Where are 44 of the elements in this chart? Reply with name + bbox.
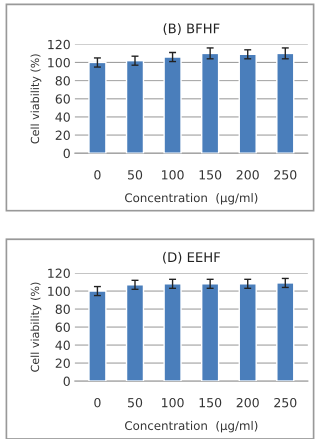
y-tick-label: 0 xyxy=(64,148,70,158)
x-tick-label: 250 xyxy=(274,398,296,408)
x-tick-label: 50 xyxy=(128,398,142,408)
y-tick-label: 60 xyxy=(56,94,70,104)
y-tick-label: 40 xyxy=(55,340,70,350)
x-tick-label: 200 xyxy=(236,170,259,180)
x-tick-label: 200 xyxy=(236,398,259,408)
bar xyxy=(201,52,220,154)
x-tick-label: 100 xyxy=(162,170,184,180)
x-axis-title: Concentration (μg/ml) xyxy=(125,420,258,432)
x-tick-label: 150 xyxy=(200,398,222,408)
y-tick-label: 80 xyxy=(56,304,70,314)
y-tick-label: 60 xyxy=(56,322,70,332)
chart-title: (B) BFHF xyxy=(164,23,220,35)
bar xyxy=(201,283,220,382)
y-tick-label: 120 xyxy=(48,40,70,50)
y-tick-label: 120 xyxy=(48,268,70,278)
x-tick-label: 0 xyxy=(94,398,101,408)
x-tick-label: 150 xyxy=(200,170,222,180)
y-tick-label: 40 xyxy=(55,112,70,122)
bar xyxy=(126,284,144,382)
y-tick-label: 0 xyxy=(64,376,70,386)
x-tick-label: 100 xyxy=(162,398,184,408)
x-tick-label: 250 xyxy=(274,170,296,180)
y-tick-label: 80 xyxy=(56,76,70,86)
bar xyxy=(276,282,294,382)
y-axis-title: Cell viability (%) xyxy=(30,54,42,144)
bar xyxy=(163,56,182,154)
chart-title: (D) EEHF xyxy=(163,252,220,264)
y-tick-label: 100 xyxy=(48,286,70,296)
x-tick-label: 0 xyxy=(94,170,101,180)
bar xyxy=(88,290,107,382)
bar xyxy=(276,52,294,154)
bar xyxy=(126,60,144,154)
bar xyxy=(238,283,257,382)
y-tick-label: 20 xyxy=(56,358,70,368)
x-axis-title: Concentration (μg/ml) xyxy=(125,193,258,205)
y-tick-label: 100 xyxy=(48,58,70,68)
bar xyxy=(238,54,257,154)
x-tick-label: 50 xyxy=(128,170,142,180)
y-axis-title: Cell viability (%) xyxy=(30,282,42,372)
bar xyxy=(88,62,107,154)
y-tick-label: 20 xyxy=(56,130,70,140)
bar xyxy=(163,283,182,382)
